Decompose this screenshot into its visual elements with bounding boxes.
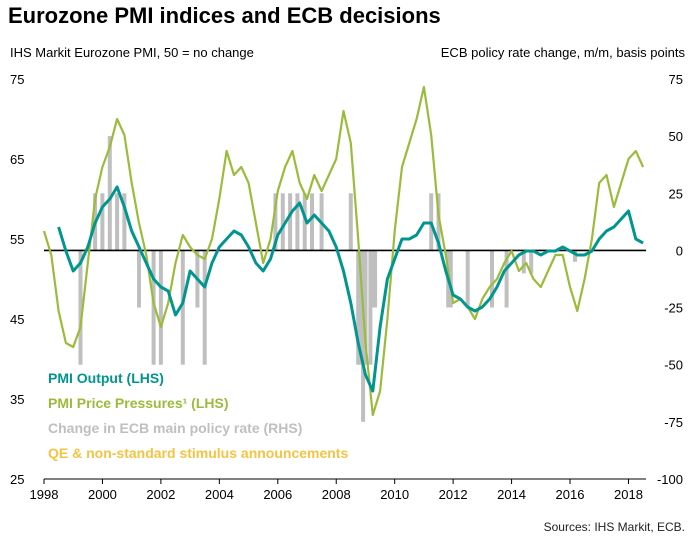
- x-axis-ticks: 1998 2000 2002 2004 2006 2008 2010 2012 2014 2016…: [30, 478, 646, 502]
- left-tick-label: 35: [10, 392, 24, 407]
- legend-item: PMI Output (LHS): [48, 370, 164, 386]
- policy-rate-bar: [115, 193, 120, 251]
- right-tick-label: 0: [676, 243, 683, 258]
- x-tick-label: 1998: [30, 487, 59, 502]
- policy-rate-bar: [100, 193, 105, 251]
- left-axis-ticks: 75 65 55 45 35 25: [10, 72, 24, 487]
- policy-rate-bar: [356, 250, 361, 365]
- policy-rate-bar: [180, 250, 185, 365]
- policy-rate-bar: [521, 250, 526, 274]
- right-tick-label: -100: [657, 472, 683, 487]
- policy-rate-bar: [363, 250, 368, 365]
- legend: PMI Output (LHS) PMI Price Pressures¹ (LH…: [48, 370, 348, 461]
- x-tick-label: 2014: [497, 487, 526, 502]
- output-line: [57, 185, 644, 393]
- policy-rate-bar: [448, 250, 453, 308]
- chart-title: Eurozone PMI indices and ECB decisions: [8, 3, 441, 28]
- policy-rate-bar: [151, 250, 156, 365]
- policy-rate-bar: [368, 250, 373, 365]
- x-tick-label: 2010: [380, 487, 409, 502]
- left-tick-label: 65: [10, 152, 24, 167]
- policy-rate-bar: [280, 193, 285, 251]
- policy-rate-bar: [490, 250, 494, 308]
- source-note: Sources: IHS Markit, ECB.: [543, 520, 685, 534]
- x-tick-label: 2002: [146, 487, 175, 502]
- x-tick-label: 2018: [614, 487, 643, 502]
- left-tick-label: 55: [10, 232, 24, 247]
- policy-rate-bar: [78, 250, 83, 365]
- x-tick-label: 2000: [88, 487, 117, 502]
- right-tick-label: 50: [669, 129, 683, 144]
- policy-rate-bar: [504, 250, 509, 308]
- policy-rate-bar: [361, 250, 366, 422]
- policy-rate-bar: [137, 250, 141, 308]
- right-tick-label: 75: [669, 72, 683, 87]
- policy-rate-bar: [122, 193, 127, 251]
- legend-item: Change in ECB main policy rate (RHS): [48, 420, 302, 436]
- policy-rate-bar: [202, 250, 207, 365]
- policy-rate-bar: [370, 250, 375, 308]
- policy-rate-bar: [288, 193, 293, 251]
- left-tick-label: 75: [10, 72, 24, 87]
- right-tick-label: -75: [664, 415, 683, 430]
- right-tick-label: -25: [664, 301, 683, 316]
- policy-rate-bar: [465, 250, 470, 308]
- policy-rate-bar: [302, 193, 307, 251]
- policy-rate-bar: [107, 136, 112, 251]
- right-tick-label: -50: [664, 358, 683, 373]
- policy-rate-bar: [310, 193, 314, 251]
- left-tick-label: 25: [10, 472, 24, 487]
- left-tick-label: 45: [10, 312, 24, 327]
- left-axis-label: IHS Markit Eurozone PMI, 50 = no change: [10, 45, 254, 60]
- x-tick-label: 2008: [322, 487, 351, 502]
- policy-rate-bar: [348, 193, 353, 251]
- price-pressures-line: [42, 85, 645, 417]
- x-tick-label: 2016: [556, 487, 585, 502]
- policy-rate-bar: [529, 250, 534, 274]
- right-axis-label: ECB policy rate change, m/m, basis point…: [440, 45, 685, 60]
- policy-rate-bar: [158, 250, 163, 365]
- right-axis-ticks: 75 50 25 0 -25 -50 -75 -100: [657, 72, 683, 487]
- x-tick-label: 2006: [263, 487, 292, 502]
- legend-item: PMI Price Pressures¹ (LHS): [48, 395, 229, 411]
- policy-rate-bar: [436, 193, 441, 251]
- policy-rate-bar: [358, 250, 363, 365]
- right-tick-label: 25: [669, 186, 683, 201]
- policy-rate-bar: [273, 193, 278, 251]
- policy-rate-bar: [373, 250, 378, 308]
- legend-item: QE & non-standard stimulus announcements: [48, 445, 348, 461]
- policy-rate-bar: [573, 250, 577, 262]
- policy-rate-bar: [295, 193, 300, 251]
- x-tick-label: 2012: [439, 487, 468, 502]
- x-tick-label: 2004: [205, 487, 234, 502]
